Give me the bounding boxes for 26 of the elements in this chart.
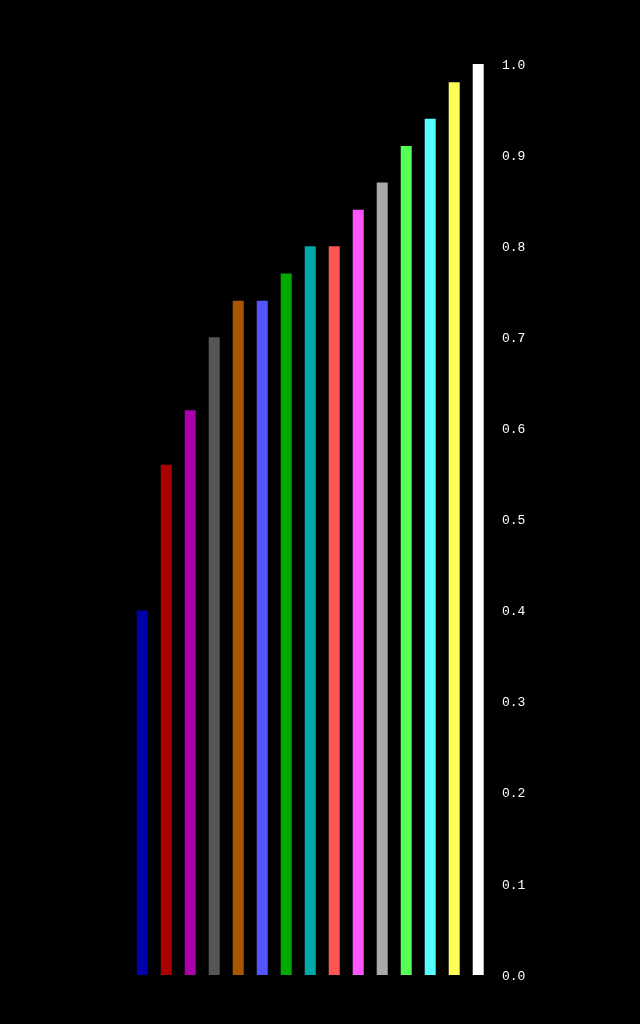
bar <box>328 246 340 975</box>
bar <box>472 64 484 975</box>
y-tick-label: 0.8 <box>502 239 526 255</box>
y-tick-label: 0.1 <box>502 877 526 893</box>
bar <box>280 273 292 975</box>
y-tick-label: 0.4 <box>502 604 526 620</box>
y-tick-label: 0.2 <box>502 786 526 802</box>
y-tick-label: 0.9 <box>502 148 526 164</box>
bar <box>256 300 268 975</box>
y-tick-label: 0.5 <box>502 513 526 529</box>
bar <box>232 300 244 975</box>
bar <box>376 182 388 975</box>
bar <box>424 118 436 975</box>
y-tick-label: 0.3 <box>502 695 526 711</box>
bar <box>184 410 196 975</box>
bar <box>352 209 364 975</box>
y-tick-label: 0.7 <box>502 330 526 346</box>
bar <box>448 82 460 975</box>
bar <box>136 610 148 975</box>
bar <box>160 464 172 975</box>
bar <box>400 145 412 975</box>
y-tick-label: 1.0 <box>502 57 526 73</box>
y-tick-label: 0.0 <box>502 968 526 984</box>
y-tick-label: 0.6 <box>502 422 526 438</box>
bar <box>208 337 220 975</box>
bar <box>304 246 316 975</box>
